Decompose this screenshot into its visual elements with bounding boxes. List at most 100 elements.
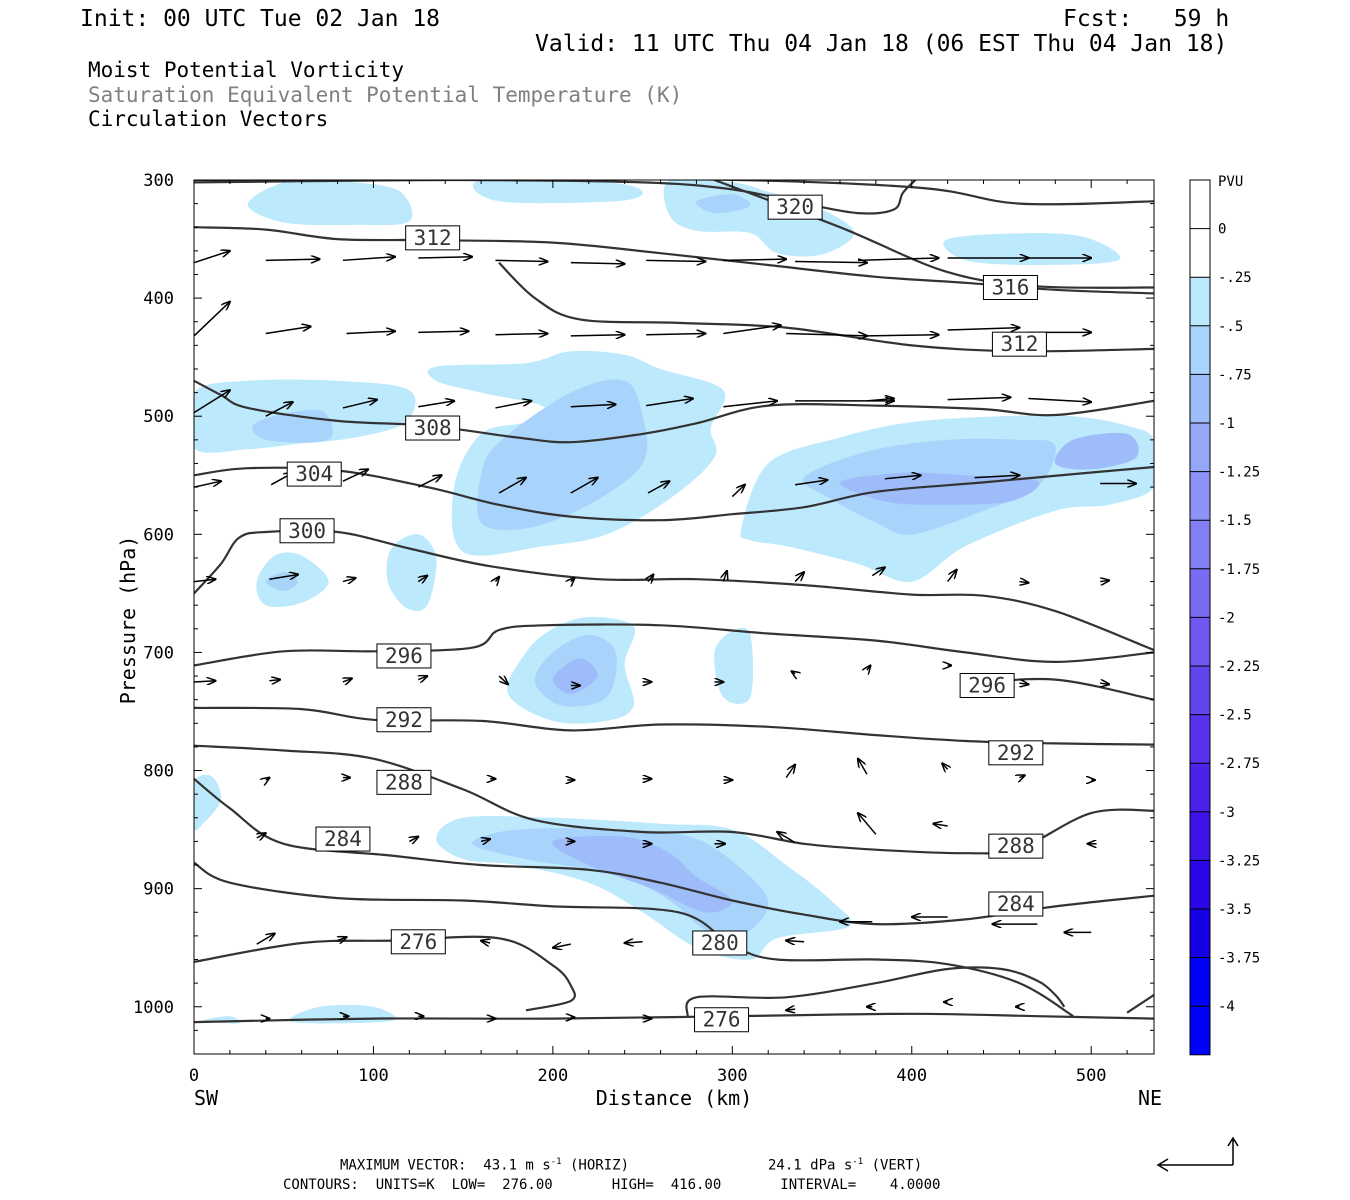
circulation-vector <box>1019 683 1028 684</box>
forecast-hour: Fcst: 59 h <box>1063 6 1230 32</box>
contour-label-box <box>988 740 1044 766</box>
contour-label-304: 304 <box>295 462 333 486</box>
contour-label-box <box>405 225 461 251</box>
circulation-vector <box>265 326 311 335</box>
circulation-vector <box>418 401 454 408</box>
y-tick-label: 900 <box>143 880 174 900</box>
pv-region <box>663 180 855 257</box>
circulation-vector <box>498 478 526 494</box>
contour-label-box <box>279 518 335 544</box>
circulation-vector <box>194 481 221 488</box>
pv-region <box>247 180 413 226</box>
field-title-vectors: Circulation Vectors <box>88 107 329 131</box>
contour-label-308: 308 <box>414 416 452 440</box>
circulation-vector <box>194 302 230 337</box>
circulation-vector <box>342 469 368 482</box>
colorbar-swatch <box>1190 617 1210 666</box>
x-tick-label: 0 <box>189 1066 199 1086</box>
circulation-vector <box>342 257 395 261</box>
colorbar-label: -3.25 <box>1218 853 1260 869</box>
contour-label-292: 292 <box>997 741 1035 765</box>
contour-label-284: 284 <box>997 892 1035 916</box>
pv-region <box>194 774 222 831</box>
contour-label-box <box>959 673 1015 699</box>
colorbar-swatch <box>1190 860 1210 909</box>
circulation-vector <box>723 571 727 582</box>
contour-label-276: 276 <box>399 930 437 954</box>
circulation-vector <box>481 839 490 841</box>
circulation-vector <box>723 401 777 408</box>
contour-label-box <box>405 415 461 441</box>
circulation-vector <box>942 763 947 769</box>
circulation-vector <box>795 480 827 486</box>
theta-e-contour-300 <box>194 529 1154 652</box>
valid-time: Valid: 11 UTC Thu 04 Jan 18 (06 EST Thu … <box>535 31 1228 57</box>
y-tick-label: 600 <box>143 525 174 545</box>
colorbar-swatch <box>1190 909 1210 958</box>
circulation-vector <box>795 261 867 262</box>
circulation-vector <box>646 334 705 335</box>
theta-e-contour-292 <box>194 706 1154 746</box>
colorbar-label: -2.75 <box>1218 756 1260 772</box>
pv-region <box>714 627 754 705</box>
y-tick-label: 400 <box>143 289 174 309</box>
colorbar: PVU 0 -.25 -.5 -.75 -1 -1.25 -1.5 -1.75 -2 -2.25 -2… <box>1189 174 1260 1056</box>
contour-label-300: 300 <box>288 519 326 543</box>
contour-label-box <box>692 930 748 956</box>
x-tick-label: 100 <box>358 1066 389 1086</box>
pv-region <box>472 828 769 938</box>
contour-label-box <box>376 707 432 733</box>
circulation-vector <box>343 678 352 682</box>
circulation-vector <box>418 331 468 332</box>
contour-label-276: 276 <box>703 1008 741 1032</box>
circulation-vector <box>858 759 868 775</box>
colorbar-label: -3.75 <box>1218 951 1260 967</box>
circulation-vector <box>571 578 575 582</box>
contour-label-284: 284 <box>324 827 362 851</box>
contour-label-292: 292 <box>385 708 423 732</box>
contour-label-box <box>315 826 371 852</box>
colorbar-swatch <box>1190 180 1210 229</box>
pv-region <box>839 472 1040 505</box>
circulation-vector <box>786 941 805 942</box>
circulation-vector <box>269 574 298 580</box>
colorbar-swatch <box>1190 228 1210 278</box>
y-tick-label: 800 <box>143 762 174 782</box>
pv-region <box>552 658 598 694</box>
circulation-vector <box>723 259 786 260</box>
field-title-pv: Moist Potential Vorticity <box>88 58 405 82</box>
circulation-vector <box>553 944 571 948</box>
circulation-vector <box>269 680 280 681</box>
circulation-vector <box>570 404 616 406</box>
colorbar-label: -4 <box>1218 999 1235 1015</box>
y-tick-label: 700 <box>143 643 174 663</box>
circulation-vector <box>418 676 427 680</box>
contour-label-box <box>982 274 1038 300</box>
circulation-vector <box>884 475 921 479</box>
footer-vert-vector: 24.1 dPa s-1 (VERT) <box>768 1157 923 1174</box>
pv-region <box>552 835 733 913</box>
circulation-vector <box>1019 582 1028 583</box>
colorbar-swatch <box>1190 374 1210 423</box>
contour-label-316: 316 <box>991 275 1029 299</box>
pv-region <box>472 180 643 204</box>
circulation-vector <box>409 837 418 842</box>
circulation-vector <box>785 765 795 779</box>
x-tick-label: 200 <box>538 1066 569 1086</box>
circulation-vector <box>871 567 885 577</box>
circulation-vector <box>867 665 871 670</box>
theta-e-contour-320 <box>194 180 917 215</box>
x-tick-label: 400 <box>896 1066 927 1086</box>
circulation-vector <box>498 676 508 684</box>
theta-e-contour-296 <box>194 623 1154 667</box>
circulation-vector <box>495 401 531 409</box>
contour-label-296: 296 <box>968 674 1006 698</box>
circulation-vector <box>794 572 804 583</box>
circulation-vector <box>857 258 939 260</box>
colorbar-label: -2 <box>1218 610 1235 626</box>
reference-vector-icon <box>1156 1136 1239 1172</box>
colorbar-swatch <box>1190 520 1210 569</box>
circulation-vector-layer <box>194 251 1136 1019</box>
circulation-vector <box>731 485 745 498</box>
circulation-vector <box>858 813 877 835</box>
